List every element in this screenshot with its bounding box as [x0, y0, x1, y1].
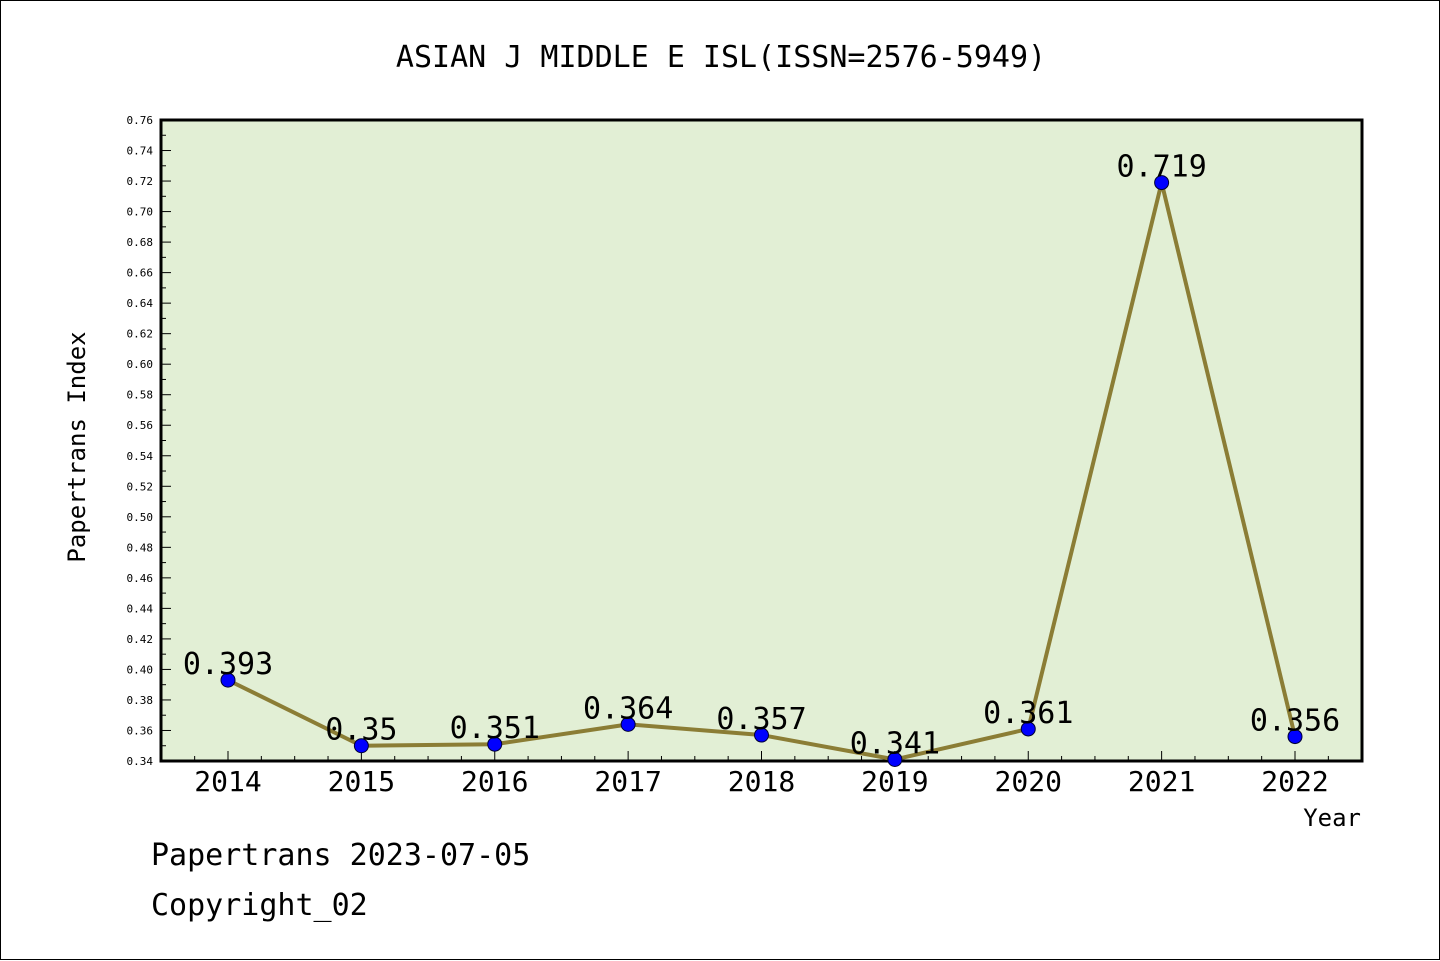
- y-axis-title: Papertrans Index: [63, 331, 91, 562]
- y-tick-label: 0.72: [127, 175, 154, 188]
- y-tick-label: 0.60: [127, 358, 154, 371]
- y-tick-label: 0.74: [127, 145, 154, 158]
- data-label: 0.341: [850, 726, 940, 761]
- x-axis: 2014 2015 2016 2017 2018 2019 2020 2021 2022: [194, 751, 1329, 798]
- x-tick-label: 2022: [1261, 765, 1328, 798]
- data-point: [620, 716, 636, 732]
- y-tick-label: 0.58: [127, 389, 154, 402]
- data-label: 0.361: [983, 696, 1073, 731]
- data-point: [353, 738, 369, 754]
- data-label: 0.351: [450, 711, 540, 746]
- data-point: [1287, 729, 1303, 745]
- x-tick-label: 2021: [1128, 765, 1195, 798]
- y-tick-label: 0.44: [127, 602, 154, 615]
- y-tick-label: 0.36: [127, 724, 154, 737]
- plot-area: [159, 118, 1364, 763]
- y-tick-label: 0.70: [127, 206, 154, 219]
- y-tick-label: 0.38: [127, 694, 154, 707]
- data-point: [754, 727, 769, 743]
- y-tick-label: 0.76: [127, 114, 154, 127]
- y-tick-label: 0.64: [127, 297, 154, 310]
- data-label: 0.364: [583, 691, 673, 726]
- series-line-group: [220, 175, 1303, 767]
- footer-date-line: Papertrans 2023-07-05: [151, 838, 530, 873]
- x-tick-label: 2014: [194, 765, 261, 798]
- footer-copyright: Copyright_02: [151, 888, 368, 923]
- y-tick-label: 0.52: [127, 480, 154, 493]
- y-tick-label: 0.68: [127, 236, 154, 249]
- y-tick-label: 0.66: [127, 267, 154, 280]
- y-tick-label: 0.48: [127, 541, 154, 554]
- x-tick-label: 2016: [461, 765, 528, 798]
- y-tick-label: 0.34: [127, 755, 154, 768]
- data-point: [1154, 175, 1170, 191]
- x-tick-label: 2019: [861, 765, 928, 798]
- data-point: [220, 672, 236, 688]
- y-tick-label: 0.40: [127, 663, 154, 676]
- data-labels: 0.393 0.35 0.351 0.364 0.357 0.341 0.361 0.719 0…: [183, 150, 1340, 762]
- data-label: 0.719: [1116, 150, 1206, 185]
- data-point: [887, 751, 903, 767]
- y-tick-label: 0.54: [127, 450, 154, 463]
- x-tick-label: 2017: [594, 765, 661, 798]
- y-tick-label: 0.62: [127, 328, 154, 341]
- data-label: 0.357: [716, 702, 806, 737]
- data-label: 0.35: [325, 713, 397, 748]
- y-tick-label: 0.46: [127, 572, 154, 585]
- data-point: [487, 736, 503, 752]
- data-label: 0.356: [1250, 704, 1340, 739]
- y-tick-label: 0.56: [127, 419, 154, 432]
- y-axis: 0.34 0.36 0.38 0.40 0.42 0.44 0.46 0.48 0.50 0.52…: [127, 114, 171, 768]
- x-tick-label: 2018: [728, 765, 795, 798]
- chart-title: ASIAN J MIDDLE E ISL(ISSN=2576-5949): [396, 40, 1046, 75]
- y-tick-label: 0.50: [127, 511, 154, 524]
- x-tick-label: 2020: [995, 765, 1062, 798]
- x-axis-title: Year: [1303, 804, 1361, 832]
- data-label: 0.393: [183, 647, 273, 682]
- data-point: [1020, 721, 1036, 737]
- y-tick-label: 0.42: [127, 633, 154, 646]
- x-tick-label: 2015: [328, 765, 395, 798]
